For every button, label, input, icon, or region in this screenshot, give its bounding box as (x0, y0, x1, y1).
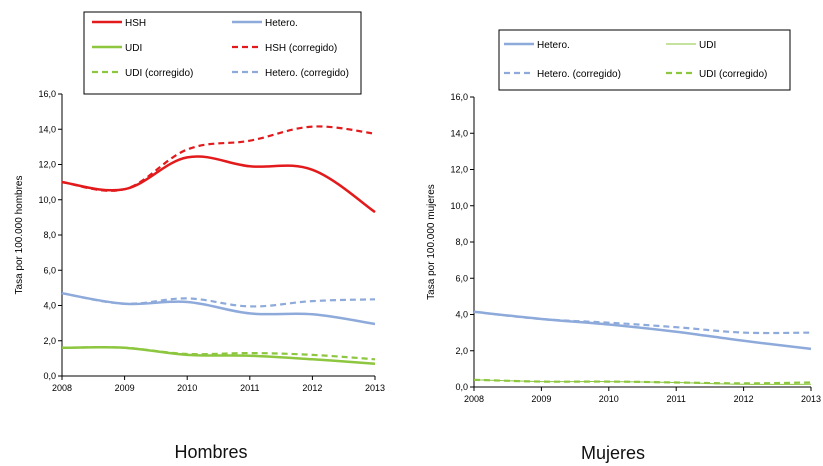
chart-2-x-tick-label: 2012 (734, 394, 754, 404)
chart-1-y-tick-label: 8,0 (43, 230, 56, 240)
chart-2-x-tick-label: 2009 (531, 394, 551, 404)
chart-2-y-tick-label: 16,0 (450, 92, 468, 102)
chart-1-x-tick-label: 2013 (365, 383, 385, 393)
chart-2-y-tick-label: 6,0 (455, 273, 468, 283)
chart-1-legend-label-hsh-corregido: HSH (corregido) (265, 43, 337, 54)
chart-2-x-tick-label: 2008 (464, 394, 484, 404)
chart-1-y-tick-label: 4,0 (43, 301, 56, 311)
chart-2-legend-label-udi: UDI (699, 40, 716, 51)
chart-1-legend-label-udi: UDI (125, 43, 142, 54)
chart-2-x-tick-label: 2013 (801, 394, 821, 404)
chart-2-legend-label-udi-corregido: UDI (corregido) (699, 69, 767, 80)
chart-1-x-tick-label: 2009 (115, 383, 135, 393)
chart-2-y-axis-title: Tasa por 100.000 mujeres (426, 184, 437, 300)
chart-1-series-hetero-corregido (61, 292, 376, 308)
chart-2-series-hetero-corregido (473, 310, 812, 335)
chart-1-legend-box (83, 11, 362, 95)
chart-1-y-tick-label: 6,0 (43, 265, 56, 275)
chart-1-x-tick-label: 2010 (177, 383, 197, 393)
chart-2-y-tick-label: 2,0 (455, 346, 468, 356)
chart-1-caption: Hombres (174, 442, 247, 462)
chart-1-y-axis-title: Tasa por 100.000 hombres (14, 176, 25, 295)
chart-1-x-tick-label: 2008 (52, 383, 72, 393)
chart-1-y-tick-label: 16,0 (38, 89, 56, 99)
chart-1-y-tick-label: 14,0 (38, 124, 56, 134)
chart-1-series-hsh-corregido (61, 125, 376, 192)
chart-1-series-hsh (61, 155, 376, 214)
chart-1-series-udi (61, 345, 376, 365)
chart-2-y-tick-label: 12,0 (450, 165, 468, 175)
chart-2-y-tick-label: 8,0 (455, 237, 468, 247)
chart-2-y-tick-label: 10,0 (450, 201, 468, 211)
chart-2-y-tick-label: 4,0 (455, 310, 468, 320)
chart-2-legend-label-hetero-corregido: Hetero. (corregido) (537, 69, 621, 80)
chart-2-x-tick-label: 2010 (599, 394, 619, 404)
chart-1-x-tick-label: 2011 (240, 383, 259, 393)
chart-1: 0,0 2,0 4,0 6,0 8,0 10,0 12,0 14,0 16,0 2008 2009 2… (14, 11, 385, 462)
chart-1-y-tick-label: 10,0 (38, 195, 56, 205)
chart-1-series-hetero (61, 291, 376, 326)
chart-2-legend-box (498, 29, 791, 91)
chart-2-series-udi-corregido (473, 378, 812, 385)
chart-1-x-tick-label: 2012 (302, 383, 322, 393)
chart-1-y-tick-label: 2,0 (43, 336, 56, 346)
chart-2-y-tick-label: 14,0 (450, 128, 468, 138)
chart-2-x-tick-label: 2011 (667, 394, 686, 404)
chart-2: 0,0 2,0 4,0 6,0 8,0 10,0 12,0 14,0 16,0 2008 2009 2… (426, 29, 821, 463)
chart-2-legend-label-hetero: Hetero. (537, 40, 570, 51)
chart-2-y-tick-label: 0,0 (455, 382, 468, 392)
chart-1-legend-label-hsh: HSH (125, 18, 146, 29)
chart-1-legend-label-hetero-corregido: Hetero. (corregido) (265, 68, 349, 79)
chart-1-y-tick-label: 0,0 (43, 371, 56, 381)
chart-1-series-udi-corregido (61, 346, 376, 361)
chart-2-caption: Mujeres (581, 443, 645, 463)
chart-1-legend-label-udi-corregido: UDI (corregido) (125, 68, 193, 79)
chart-1-legend-label-hetero: Hetero. (265, 18, 298, 29)
chart-1-y-tick-label: 12,0 (38, 160, 56, 170)
